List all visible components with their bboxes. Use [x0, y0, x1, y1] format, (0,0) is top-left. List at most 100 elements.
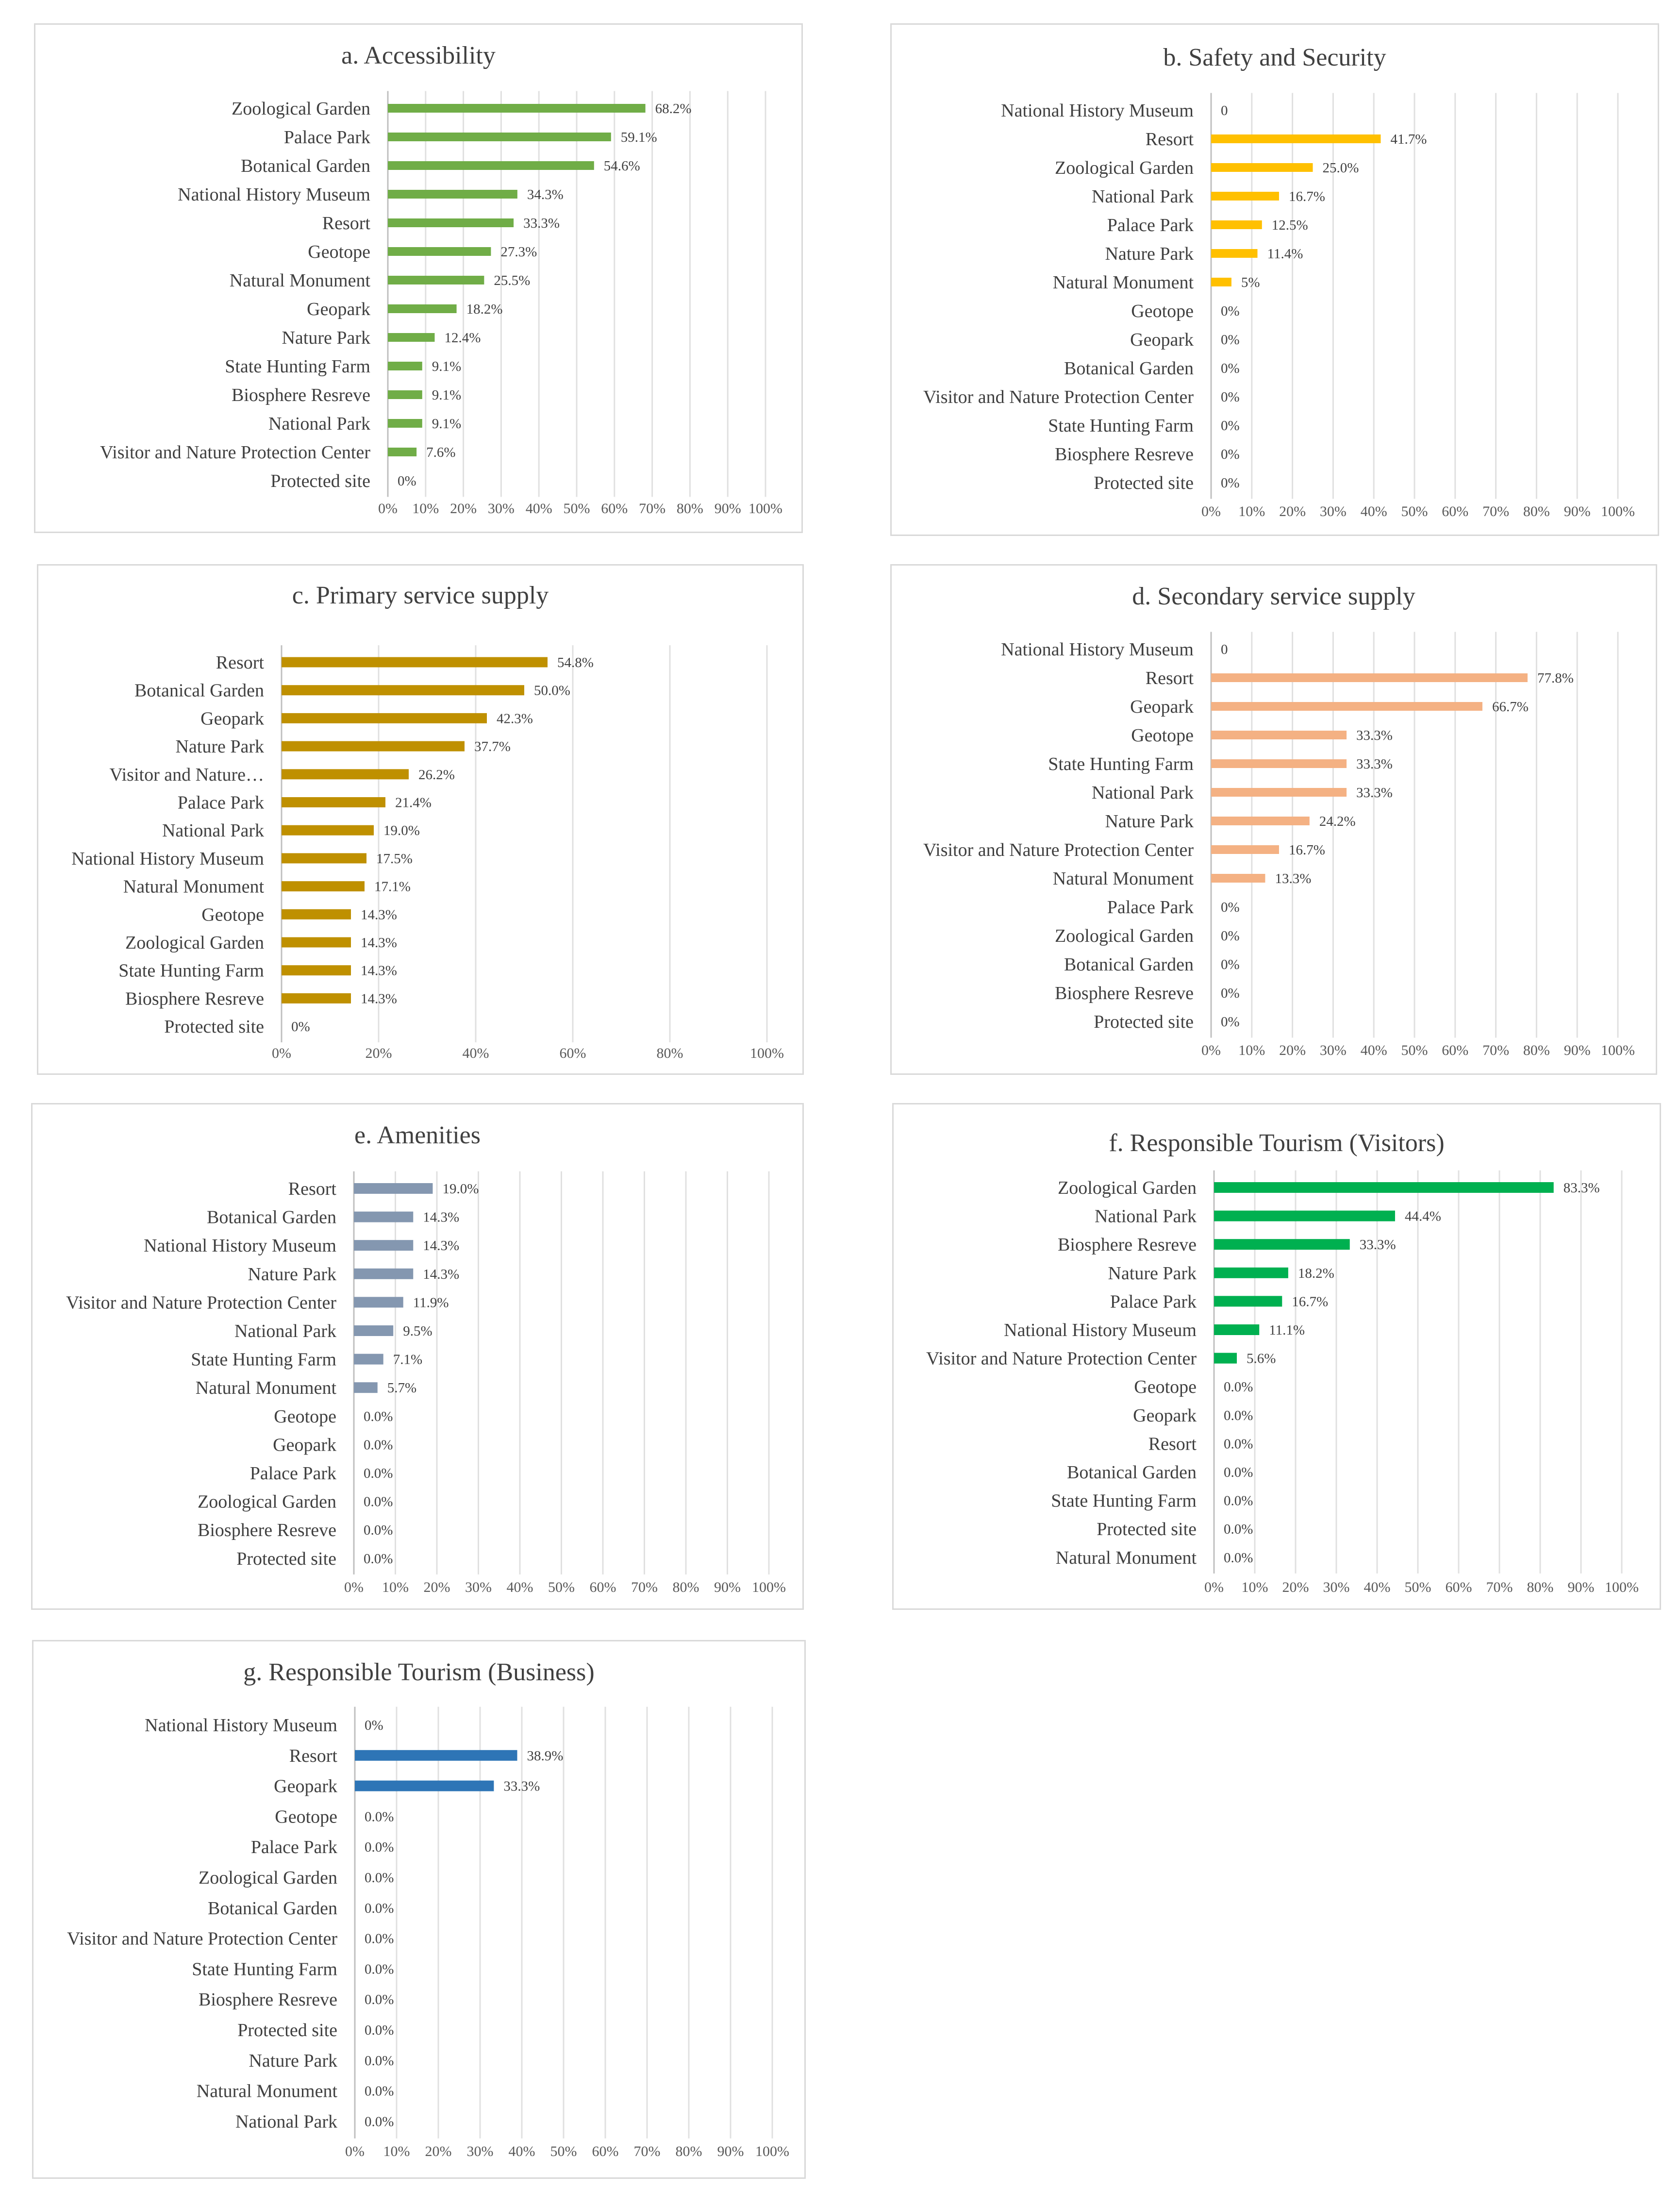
- data-label: 0%: [1221, 957, 1240, 972]
- category-label: Zoological Garden: [1055, 158, 1194, 178]
- x-tick-label: 20%: [1279, 1042, 1306, 1058]
- data-label: 0.0%: [1224, 1408, 1253, 1423]
- category-label: Botanical Garden: [134, 681, 264, 701]
- category-label: Natural Monument: [1056, 1548, 1197, 1568]
- bar: [282, 909, 351, 919]
- category-label: Nature Park: [1108, 1263, 1197, 1284]
- data-label: 33.3%: [1360, 1237, 1396, 1253]
- data-label: 25.0%: [1323, 160, 1359, 176]
- bar: [282, 993, 351, 1003]
- x-tick-label: 70%: [639, 501, 665, 517]
- data-label: 0.0%: [365, 2114, 394, 2129]
- category-label: Biosphere Resreve: [199, 1989, 337, 2010]
- data-label: 54.6%: [604, 158, 640, 174]
- data-label: 0%: [1221, 389, 1240, 405]
- category-label: Palace Park: [178, 793, 264, 813]
- x-tick-label: 60%: [1446, 1579, 1472, 1595]
- bar: [1211, 163, 1313, 172]
- bar: [282, 965, 351, 976]
- data-label: 66.7%: [1492, 699, 1529, 715]
- chart-panel-c: c. Primary service supply 0% 20% 40% 60% 80%…: [37, 564, 804, 1075]
- x-tick-label: 60%: [601, 501, 628, 517]
- bar: [354, 1297, 403, 1308]
- bar: [354, 1268, 414, 1279]
- bar: [1214, 1210, 1395, 1221]
- data-label: 14.3%: [361, 935, 397, 951]
- data-label: 0.0%: [365, 1839, 394, 1855]
- category-label: Natural Monument: [196, 1378, 337, 1398]
- bar: [388, 419, 422, 428]
- data-label: 0.0%: [364, 1551, 393, 1567]
- chart-panel-d: d. Secondary service supply 0% 10% 20% 30% 4…: [890, 564, 1657, 1075]
- data-label: 18.2%: [1298, 1266, 1334, 1281]
- category-label: National Park: [268, 414, 370, 434]
- chart-panel-b: b. Safety and Security 0% 10% 20% 30% 40% 50%…: [890, 23, 1659, 536]
- category-label: Palace Park: [250, 1463, 336, 1484]
- data-label: 0.0%: [1224, 1521, 1253, 1537]
- x-tick-label: 90%: [1564, 503, 1591, 519]
- category-label: Geopark: [273, 1435, 336, 1455]
- x-tick-label: 70%: [1486, 1579, 1513, 1595]
- data-label: 0: [1221, 103, 1228, 118]
- bar: [282, 825, 374, 836]
- category-label: National Park: [1092, 186, 1194, 207]
- category-label: Geopark: [1133, 1405, 1197, 1426]
- data-label: 0%: [1221, 475, 1240, 491]
- data-label: 50.0%: [534, 683, 570, 699]
- data-label: 0.0%: [365, 2023, 394, 2038]
- chart-plot: 0% 10% 20% 30% 40% 50% 60% 70% 80% 90% 100% Zoologi…: [100, 91, 782, 517]
- data-label: 0.0%: [365, 1870, 394, 1886]
- data-label: 0%: [1221, 1014, 1240, 1030]
- category-label: Biosphere Resreve: [1058, 1235, 1197, 1255]
- bar: [388, 190, 517, 199]
- data-label: 68.2%: [655, 101, 692, 117]
- chart-panel-f: f. Responsible Tourism (Visitors) 0% 10% 2…: [892, 1103, 1661, 1610]
- x-tick-label: 0%: [344, 1579, 364, 1595]
- category-label: Geopark: [1130, 330, 1194, 350]
- category-label: Visitor and Nature Protection Center: [66, 1292, 336, 1313]
- category-label: Nature Park: [282, 328, 370, 348]
- data-label: 24.2%: [1319, 814, 1356, 829]
- data-label: 0: [1221, 642, 1228, 657]
- x-tick-label: 100%: [749, 501, 782, 517]
- x-tick-label: 100%: [752, 1579, 786, 1595]
- x-tick-label: 40%: [1361, 1042, 1387, 1058]
- data-label: 41.7%: [1390, 132, 1427, 147]
- data-label: 0%: [1221, 418, 1240, 434]
- chart-title: d. Secondary service supply: [1132, 583, 1415, 610]
- chart-plot: 0% 20% 40% 60% 80% 100% Resort 54.8% Botanical G…: [71, 645, 784, 1061]
- bar: [388, 362, 422, 370]
- bar: [282, 853, 366, 864]
- category-label: Palace Park: [1107, 897, 1194, 918]
- x-tick-label: 60%: [560, 1045, 586, 1061]
- data-label: 14.3%: [361, 907, 397, 922]
- data-label: 5%: [1241, 275, 1260, 290]
- x-tick-label: 100%: [755, 2143, 789, 2159]
- data-label: 0.0%: [1224, 1493, 1253, 1509]
- data-label: 59.1%: [621, 130, 657, 145]
- category-label: State Hunting Farm: [1051, 1491, 1197, 1511]
- x-tick-label: 10%: [1242, 1579, 1268, 1595]
- x-tick-label: 0%: [1201, 1042, 1221, 1058]
- category-label: Geotope: [1131, 301, 1194, 321]
- category-label: Botanical Garden: [208, 1898, 337, 1919]
- data-label: 0%: [1221, 332, 1240, 348]
- bar: [354, 1325, 394, 1336]
- data-label: 27.3%: [500, 244, 537, 260]
- x-tick-label: 60%: [590, 1579, 616, 1595]
- category-label: State Hunting Farm: [1048, 754, 1194, 774]
- bar: [388, 390, 422, 399]
- category-label: Resort: [289, 1746, 338, 1766]
- data-label: 0%: [365, 1718, 383, 1733]
- data-label: 14.3%: [361, 963, 397, 979]
- data-label: 14.3%: [423, 1238, 459, 1254]
- data-label: 19.0%: [383, 823, 420, 838]
- x-tick-label: 0%: [1201, 503, 1221, 519]
- bar: [388, 133, 611, 141]
- bar: [1211, 192, 1279, 201]
- category-label: Visitor and Nature Protection Center: [67, 1929, 337, 1949]
- category-label: Resort: [1146, 129, 1194, 150]
- category-label: Geopark: [200, 708, 264, 729]
- x-tick-label: 40%: [526, 501, 552, 517]
- data-label: 11.1%: [1269, 1322, 1305, 1338]
